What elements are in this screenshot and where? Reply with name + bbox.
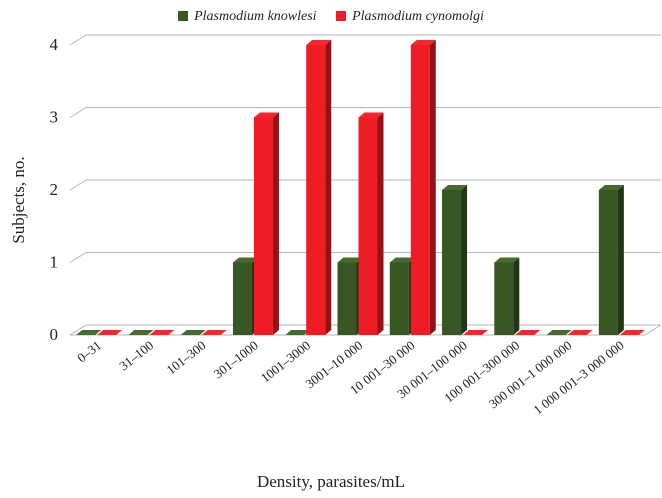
x-tick-label: 1 000 001–3 000 000 [530, 338, 626, 418]
y-tick-label: 0 [50, 325, 59, 344]
legend-item-cynomolgi: Plasmodium cynomolgi [336, 9, 484, 25]
grid-diagonal [69, 179, 87, 191]
bar [410, 40, 436, 335]
bar [515, 330, 541, 335]
grid-diagonal [69, 324, 87, 336]
y-tick-label: 2 [50, 180, 59, 199]
legend-swatch-cynomolgi [336, 11, 347, 21]
legend-label-cynomolgi: Plasmodium cynomolgi [352, 9, 484, 24]
y-tick-label: 3 [50, 108, 59, 127]
x-tick-label: 301–1000 [211, 338, 261, 382]
legend-swatch-knowlesi [178, 11, 189, 21]
bar [358, 112, 384, 335]
x-tick-label: 0–31 [74, 338, 104, 366]
floor-edge-right [644, 324, 662, 336]
x-tick-label: 31–100 [116, 338, 156, 374]
bar [149, 330, 175, 335]
chart-legend: Plasmodium knowlesi Plasmodium cynomolgi [0, 9, 662, 25]
bar [494, 257, 520, 335]
bar [619, 330, 645, 335]
bar [97, 330, 123, 335]
legend-label-knowlesi: Plasmodium knowlesi [194, 9, 317, 24]
x-tick-label: 101–300 [163, 338, 208, 378]
bar [201, 330, 227, 335]
y-tick-label: 4 [50, 35, 59, 54]
y-tick-label: 1 [50, 253, 59, 272]
bar [306, 40, 332, 335]
bar [253, 112, 279, 335]
grid-diagonal [69, 107, 87, 118]
bar [463, 330, 489, 335]
bar [180, 330, 206, 335]
grid-diagonal [69, 252, 87, 263]
bar [546, 330, 572, 335]
legend-item-knowlesi: Plasmodium knowlesi [178, 9, 317, 25]
bar [76, 330, 102, 335]
x-axis-title: Density, parasites/mL [256, 472, 406, 491]
bar [442, 185, 468, 335]
bar [598, 185, 624, 335]
grid-diagonal [69, 34, 87, 46]
bar [567, 330, 593, 335]
bar [285, 330, 311, 335]
bar [128, 330, 154, 335]
